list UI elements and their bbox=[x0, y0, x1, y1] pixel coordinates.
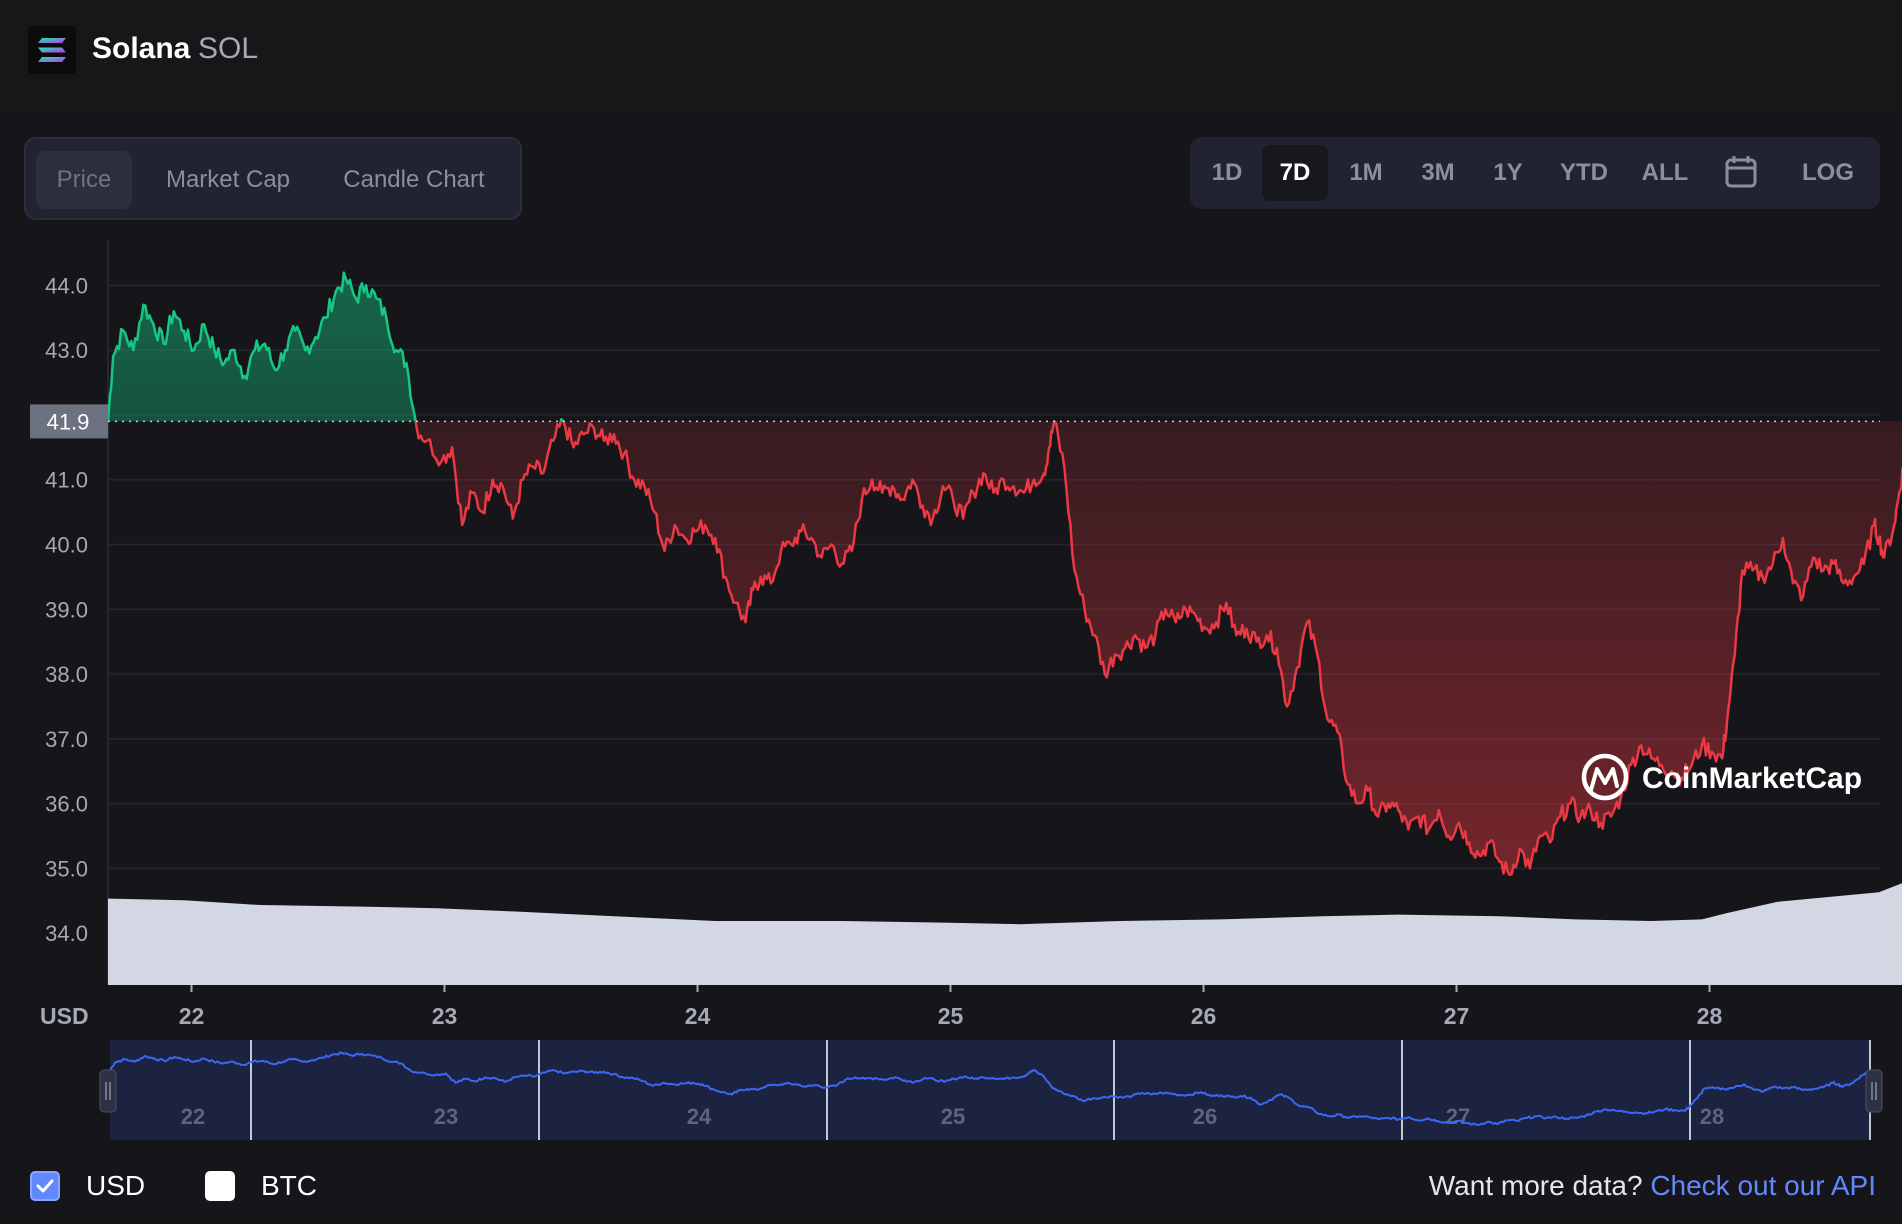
price-line bbox=[106, 271, 1902, 877]
coin-name: Solana bbox=[92, 32, 191, 65]
btc-checkbox[interactable] bbox=[205, 1171, 235, 1201]
range-3m-button[interactable]: 3M bbox=[1421, 159, 1455, 186]
x-axis: 22 23 24 25 26 27 28 USD bbox=[40, 985, 1722, 1029]
y-tick-label: 39.0 bbox=[45, 597, 88, 622]
price-area-up bbox=[108, 272, 1902, 422]
navigator-tick-label: 28 bbox=[1700, 1104, 1724, 1129]
price-area bbox=[108, 272, 1902, 875]
range-1y-button[interactable]: 1Y bbox=[1493, 159, 1523, 186]
range-all-button[interactable]: ALL bbox=[1641, 159, 1689, 186]
tab-candle-chart[interactable]: Candle Chart bbox=[343, 166, 485, 193]
usd-label: USD bbox=[86, 1170, 146, 1201]
x-tick-label: 22 bbox=[179, 1003, 205, 1029]
y-tick-label: 35.0 bbox=[45, 856, 88, 881]
current-price-line: 41.9 bbox=[30, 404, 1880, 439]
navigator-line bbox=[109, 1051, 1871, 1126]
watermark-text: CoinMarketCap bbox=[1642, 762, 1862, 795]
x-tick-label: 27 bbox=[1444, 1003, 1470, 1029]
navigator-window bbox=[110, 1040, 1870, 1140]
navigator-tick-label: 23 bbox=[434, 1104, 458, 1129]
y-tick-label: 37.0 bbox=[45, 727, 88, 752]
y-tick-label: 38.0 bbox=[45, 662, 88, 687]
navigator-tick-label: 25 bbox=[941, 1104, 965, 1129]
chart-view-tabs: Price Market Cap Candle Chart bbox=[24, 137, 522, 220]
currency-label: USD bbox=[40, 1003, 89, 1029]
navigator-tick-label: 26 bbox=[1193, 1104, 1217, 1129]
price-area-down bbox=[108, 421, 1902, 875]
x-tick-label: 26 bbox=[1191, 1003, 1217, 1029]
navigator-left-handle bbox=[99, 1069, 117, 1113]
y-tick-label: 44.0 bbox=[45, 273, 88, 298]
btc-label: BTC bbox=[261, 1170, 317, 1201]
y-tick-label: 40.0 bbox=[45, 532, 88, 557]
usd-checkbox[interactable] bbox=[30, 1171, 60, 1201]
volume-area bbox=[108, 883, 1902, 985]
api-promo: Want more data? Check out our API bbox=[1429, 1170, 1876, 1202]
y-axis: 44.0 43.0 41.0 40.0 39.0 38.0 37.0 36.0 35.0 34.0 bbox=[45, 273, 88, 946]
navigator-right-handle bbox=[1865, 1069, 1883, 1113]
y-tick-label: 36.0 bbox=[45, 792, 88, 817]
y-tick-label: 34.0 bbox=[45, 921, 88, 946]
navigator-tick-label: 22 bbox=[181, 1104, 205, 1129]
x-tick-label: 28 bbox=[1697, 1003, 1723, 1029]
range-1d-button[interactable]: 1D bbox=[1211, 159, 1243, 186]
log-scale-button[interactable]: LOG bbox=[1802, 159, 1854, 186]
navigator-tick-label: 24 bbox=[687, 1104, 712, 1129]
x-tick-label: 25 bbox=[938, 1003, 964, 1029]
price-line-down bbox=[107, 421, 1902, 877]
y-tick-label: 43.0 bbox=[45, 338, 88, 363]
price-line-up bbox=[106, 271, 1056, 422]
coinmarketcap-watermark: CoinMarketCap bbox=[1581, 753, 1862, 801]
solana-logo-icon bbox=[28, 26, 76, 74]
y-tick-label: 41.0 bbox=[45, 468, 88, 493]
tab-price[interactable]: Price bbox=[36, 151, 132, 209]
range-ytd-button[interactable]: YTD bbox=[1560, 159, 1608, 186]
tab-market-cap[interactable]: Market Cap bbox=[165, 166, 291, 193]
top-bar: Solana SOL bbox=[0, 0, 1902, 112]
range-7d-button[interactable]: 7D bbox=[1262, 145, 1328, 201]
coin-symbol: SOL bbox=[198, 32, 259, 65]
x-tick-label: 24 bbox=[685, 1003, 711, 1029]
api-prompt: Want more data? bbox=[1428, 1170, 1643, 1201]
x-tick-label: 23 bbox=[432, 1003, 458, 1029]
range-navigator[interactable]: 22 23 24 25 26 27 28 bbox=[99, 1040, 1883, 1140]
calendar-icon[interactable] bbox=[1710, 145, 1772, 201]
range-1m-button[interactable]: 1M bbox=[1349, 159, 1383, 186]
current-price-tag bbox=[30, 404, 108, 439]
navigator-tick-label: 27 bbox=[1446, 1104, 1470, 1129]
current-price-label: 41.9 bbox=[47, 409, 90, 434]
api-link[interactable]: Check out our API bbox=[1650, 1170, 1876, 1201]
volume-fill bbox=[108, 883, 1902, 985]
time-range-selector: 1D 7D 1M 3M 1Y YTD ALL LOG bbox=[1190, 137, 1880, 209]
